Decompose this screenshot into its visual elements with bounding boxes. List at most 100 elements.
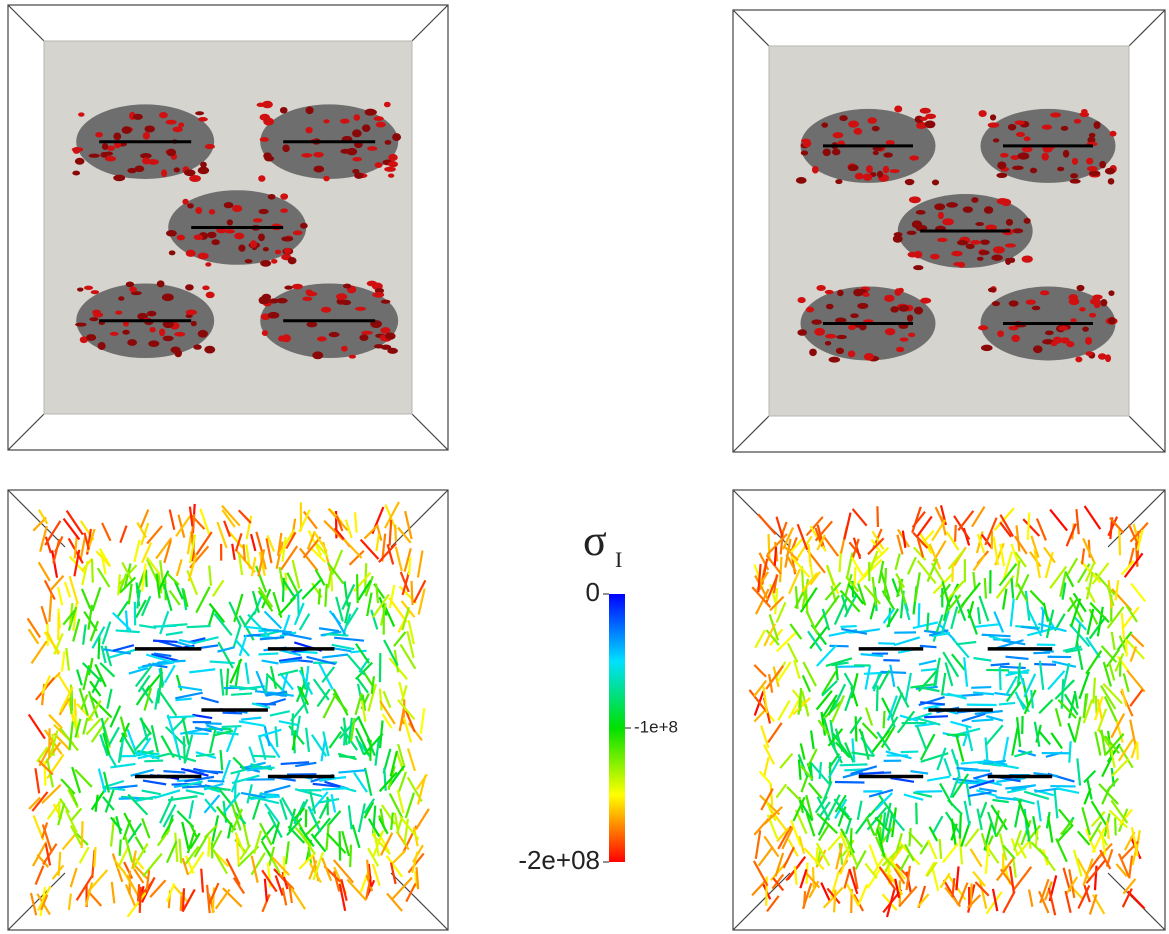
stress-glyph — [378, 771, 398, 793]
particle — [1052, 336, 1063, 344]
stress-glyph — [960, 582, 981, 607]
stress-glyph — [127, 583, 133, 605]
stress-glyph — [298, 613, 311, 631]
stress-glyph — [298, 826, 315, 848]
particle — [1033, 345, 1043, 354]
stress-glyph — [796, 523, 809, 551]
stress-glyph — [1091, 562, 1110, 585]
stress-glyph — [76, 669, 83, 686]
stress-glyph — [250, 852, 266, 876]
stress-glyph — [156, 828, 171, 847]
stress-glyph — [372, 593, 390, 618]
stress-glyph — [271, 821, 281, 845]
particle — [857, 302, 869, 309]
stress-glyph — [228, 601, 242, 627]
particle — [176, 234, 186, 241]
particle — [159, 111, 168, 119]
stress-glyph — [257, 549, 266, 577]
stress-glyph — [230, 765, 258, 775]
stress-glyph — [269, 710, 291, 717]
particle — [374, 162, 383, 169]
stress-glyph — [795, 535, 813, 562]
stress-glyph — [1010, 543, 1021, 567]
particle — [71, 147, 84, 152]
stress-glyph — [777, 699, 791, 721]
stress-glyph — [883, 853, 892, 874]
stress-glyph — [291, 559, 301, 589]
stress-glyph — [331, 612, 347, 636]
stress-glyph — [992, 536, 1000, 566]
stress-glyph — [1115, 719, 1124, 743]
stress-glyph — [1088, 821, 1103, 842]
stress-glyph — [397, 771, 408, 793]
stress-glyph — [394, 524, 397, 542]
particle — [850, 313, 859, 319]
particle — [824, 333, 837, 339]
stress-glyph — [1072, 849, 1083, 877]
stress-glyph — [44, 536, 52, 554]
stress-glyph — [1109, 517, 1125, 534]
stress-glyph — [1130, 582, 1147, 603]
stress-glyph — [938, 838, 943, 859]
stress-glyph — [254, 796, 280, 805]
stress-glyph — [375, 523, 383, 541]
particle — [916, 121, 927, 130]
particle — [178, 122, 185, 128]
stress-glyph — [127, 793, 149, 816]
stress-glyph — [365, 874, 374, 892]
stress-glyph — [822, 717, 833, 745]
stress-glyph — [347, 717, 353, 744]
particle — [379, 334, 386, 341]
stress-glyph — [874, 792, 893, 811]
particle — [847, 164, 859, 172]
particle — [361, 124, 371, 132]
stress-glyph — [184, 855, 195, 874]
stress-glyph — [281, 632, 312, 641]
particle — [189, 174, 201, 182]
stress-glyph — [848, 868, 859, 895]
stress-glyph — [229, 658, 243, 684]
particle — [872, 150, 879, 156]
particle — [825, 303, 834, 310]
stress-glyph — [863, 584, 881, 605]
stress-glyph — [172, 884, 188, 902]
stress-glyph — [790, 555, 811, 579]
particle — [187, 203, 194, 209]
stress-glyph — [39, 525, 48, 552]
stress-glyph — [1100, 645, 1118, 663]
stress-glyph — [72, 618, 81, 642]
stress-glyph — [876, 828, 886, 857]
particle — [159, 328, 166, 337]
particle — [914, 250, 923, 259]
particle — [1008, 300, 1019, 307]
particle — [380, 327, 391, 334]
stress-glyph — [878, 642, 896, 645]
stress-glyph — [407, 852, 425, 874]
stress-glyph — [773, 546, 778, 566]
stress-glyph — [939, 872, 951, 889]
stress-glyph — [788, 696, 802, 719]
stress-glyph — [395, 831, 410, 851]
particle — [274, 249, 282, 255]
stress-glyph — [1085, 859, 1107, 884]
particle — [280, 208, 289, 213]
colorbar-title: σ — [583, 516, 607, 565]
stress-glyph — [830, 694, 846, 724]
stress-glyph — [1065, 523, 1077, 547]
particle — [156, 280, 165, 288]
frame-edge — [732, 9, 770, 47]
stress-glyph — [133, 868, 145, 884]
stress-glyph — [856, 800, 863, 821]
stress-glyph — [1065, 648, 1083, 654]
particle — [953, 261, 964, 267]
particle — [853, 288, 863, 297]
particle — [800, 150, 809, 156]
stress-glyph — [221, 759, 232, 782]
particle — [1041, 124, 1053, 130]
stress-glyph — [57, 674, 71, 693]
stress-glyph — [870, 729, 891, 754]
stress-glyph — [1073, 616, 1088, 631]
stress-glyph — [762, 757, 770, 778]
particle — [284, 247, 292, 255]
stress-glyph — [282, 856, 286, 877]
